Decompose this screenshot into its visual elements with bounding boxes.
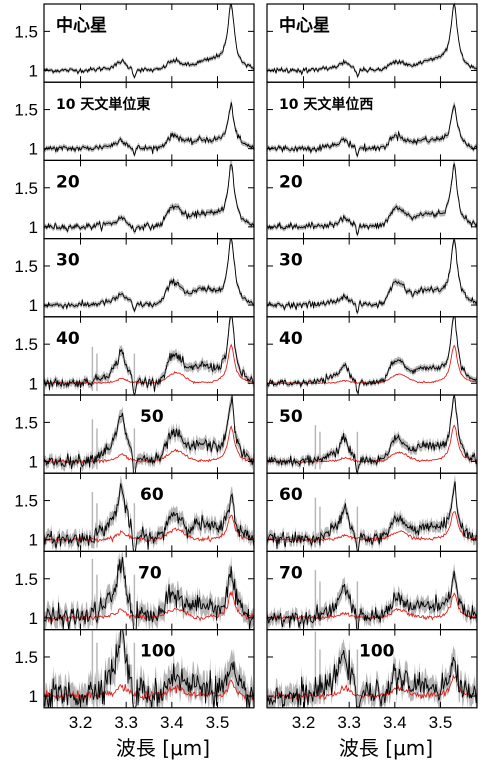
observed-spectrum-line — [43, 483, 255, 552]
observed-spectrum-line — [266, 2, 478, 78]
spectrum-panel: 1 1.5 50 — [14, 394, 255, 474]
observed-spectrum-line — [43, 163, 255, 233]
y-tick-label: 1.5 — [14, 413, 38, 432]
observed-spectrum-line — [266, 316, 478, 396]
panel-label: 70 — [138, 563, 162, 583]
observed-spectrum-line — [266, 570, 478, 631]
y-tick-label: 1 — [29, 531, 38, 550]
y-tick-label: 1.5 — [14, 335, 38, 354]
y-tick-label: 1.5 — [14, 648, 38, 667]
y-tick-label: 1.5 — [14, 179, 38, 198]
model-spectrum-line — [266, 673, 478, 701]
error-band — [267, 160, 477, 238]
panel-label: 50 — [279, 407, 303, 427]
y-tick-label: 1.5 — [14, 257, 38, 276]
error-band — [267, 395, 477, 474]
panel-label: 60 — [140, 485, 164, 505]
observed-spectrum-line — [266, 394, 478, 475]
panel-frame — [43, 628, 255, 709]
y-tick-label: 1 — [29, 61, 38, 80]
spectrum-panel: 20 — [266, 159, 478, 240]
spectrum-panel: 30 — [266, 238, 478, 318]
panel-label: 30 — [279, 251, 303, 271]
observed-spectrum-line — [43, 237, 255, 313]
panel-frame — [266, 628, 478, 709]
error-band — [44, 551, 254, 630]
spectrum-panel: 1 1.5 20 — [14, 159, 255, 240]
y-tick-label: 1 — [29, 296, 38, 315]
observed-spectrum-line — [43, 629, 255, 709]
panel-label: 20 — [56, 172, 80, 192]
y-tick-label: 1 — [29, 452, 38, 471]
y-tick-label: 1 — [29, 609, 38, 628]
x-axis-tick-labels: 3.2 3.3 3.4 3.5 3.2 3.3 3.4 3.5 — [69, 713, 453, 732]
y-tick-label: 1 — [29, 687, 38, 706]
observed-spectrum-line — [43, 102, 255, 157]
x-tick-label: 3.5 — [206, 713, 230, 732]
error-band — [267, 238, 477, 316]
spectrum-panel: 60 — [266, 472, 478, 553]
observed-spectrum-line — [43, 395, 255, 474]
y-tick-label: 1 — [29, 218, 38, 237]
observed-spectrum-line — [266, 649, 478, 709]
error-band — [267, 316, 477, 395]
x-tick-label: 3.4 — [383, 713, 407, 732]
y-tick-label: 1.5 — [14, 101, 38, 120]
model-spectrum-line — [266, 511, 478, 544]
observed-spectrum-line — [43, 316, 255, 397]
error-band — [267, 101, 477, 159]
x-tick-label: 3.3 — [114, 713, 138, 732]
panel-label: 50 — [140, 407, 164, 427]
y-tick-label: 1.5 — [14, 492, 38, 511]
spectrum-panel: 1 1.5 10 天文単位東 — [14, 81, 255, 161]
panel-label: 100 — [359, 642, 395, 662]
x-tick-label: 3.5 — [429, 713, 453, 732]
x-tick-label: 3.4 — [160, 713, 184, 732]
spectrum-panel: 中心星 — [266, 2, 478, 83]
error-band — [267, 474, 477, 552]
spectrum-panel: 1 1.5 30 — [14, 237, 255, 318]
panel-label: 中心星 — [56, 15, 107, 36]
panel-grid: 1 1.5 中心星 1 1.5 10 天文単位東 1 1.5 20 1 1.5 30 1 1.5 40 1 1.… — [14, 2, 478, 709]
spectrum-panel: 50 — [266, 394, 478, 475]
spectrum-panel: 1 1.5 70 — [14, 550, 255, 631]
y-tick-label: 1 — [29, 374, 38, 393]
x-axis-label-right: 波長 [μm] — [339, 736, 433, 760]
panel-label: 10 天文単位西 — [279, 96, 373, 113]
spectrum-panel: 1 1.5 中心星 — [14, 3, 255, 83]
x-tick-label: 3.2 — [292, 713, 316, 732]
error-band — [267, 4, 477, 79]
y-tick-label: 1.5 — [14, 570, 38, 589]
y-tick-label: 1.5 — [14, 22, 38, 41]
panel-label: 60 — [279, 485, 303, 505]
x-axis-label-left: 波長 [μm] — [116, 736, 210, 760]
panel-label: 中心星 — [279, 15, 330, 36]
y-tick-label: 1 — [29, 140, 38, 159]
panel-label: 30 — [56, 251, 80, 271]
x-tick-label: 3.3 — [337, 713, 361, 732]
panel-label: 40 — [56, 329, 80, 349]
panel-label: 40 — [279, 329, 303, 349]
spectrum-panel: 1 1.5 40 — [14, 316, 255, 397]
spectrum-panel: 40 — [266, 316, 478, 396]
spectrum-panel: 100 — [266, 628, 478, 709]
panel-label: 10 天文単位東 — [56, 96, 150, 113]
spectrum-panel: 10 天文単位西 — [266, 81, 478, 161]
spectrum-panel: 1 1.5 60 — [14, 472, 255, 553]
observed-spectrum-line — [266, 481, 478, 552]
observed-spectrum-line — [43, 3, 255, 79]
observed-spectrum-line — [43, 557, 255, 631]
panel-label: 20 — [279, 172, 303, 192]
spectrum-panel: 1 1.5 100 — [14, 628, 255, 709]
x-tick-label: 3.2 — [69, 713, 93, 732]
observed-spectrum-line — [266, 104, 478, 158]
observed-spectrum-line — [266, 238, 478, 314]
observed-spectrum-line — [266, 163, 478, 236]
spectrum-panel: 70 — [266, 550, 478, 631]
panel-label: 70 — [279, 563, 303, 583]
panel-label: 100 — [140, 642, 176, 662]
